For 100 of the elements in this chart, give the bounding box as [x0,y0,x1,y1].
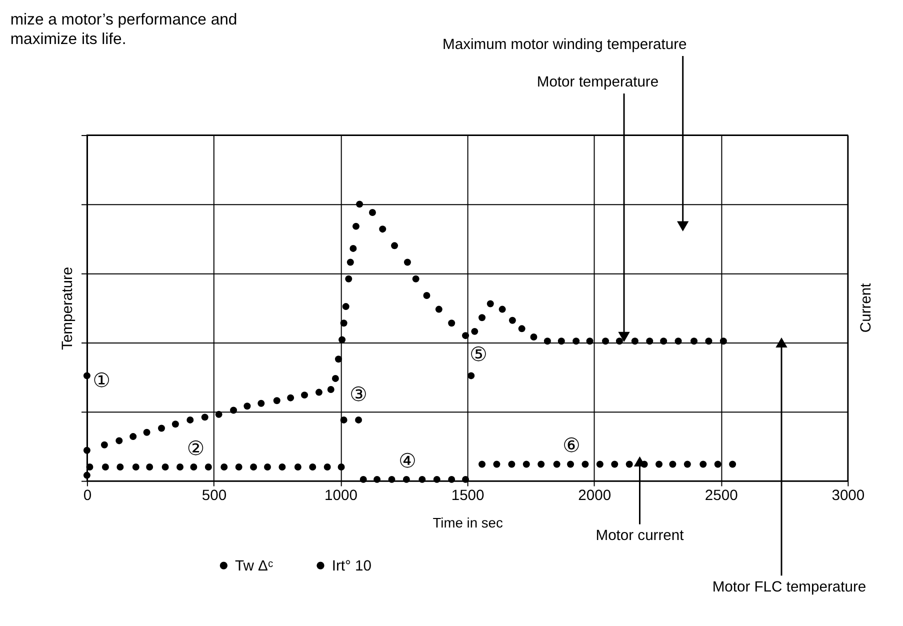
point [471,328,478,335]
point [340,320,348,327]
point [350,244,357,252]
annotation: ① [92,369,111,392]
annotation: ③ [350,382,368,406]
point [294,464,302,470]
point [278,464,286,470]
point [186,416,194,424]
point [346,258,354,266]
point [116,464,124,470]
point [132,464,140,470]
point [530,333,538,340]
point [656,460,663,468]
point [301,392,308,399]
x-tick-label: 3000 [832,488,865,504]
point [368,209,376,216]
point [258,400,265,407]
point [215,410,222,418]
point [493,460,500,468]
point [660,338,668,345]
point [315,388,322,396]
x-tick-label: 500 [202,488,227,504]
annotation: ⑤ [470,342,488,366]
y-axis-title: Temperature [60,266,76,350]
point [538,460,545,468]
point [332,374,339,382]
point [508,316,516,324]
point [544,338,551,345]
point [356,200,364,208]
point [204,464,212,470]
point [230,406,237,414]
point [273,397,280,404]
point [518,325,526,332]
annotation: ④ [398,449,416,472]
point [567,460,574,468]
legend-label: Tw Δᶜ [235,558,274,574]
point [201,414,208,421]
point [602,338,609,345]
point [631,338,638,345]
point [478,460,486,468]
point [324,464,331,470]
point [345,275,352,282]
point [423,292,430,299]
point [338,464,345,470]
point [244,402,251,410]
point [611,460,618,468]
point [522,460,530,468]
point [352,222,360,230]
point [553,460,560,468]
chart-title: mize a motor’s performance and maximize its life. [10,11,238,48]
point [176,464,184,470]
point [508,460,516,468]
point [404,258,411,266]
point [355,416,362,424]
point [646,338,654,345]
point [462,332,470,340]
point [158,424,165,432]
legend-label: Irt° 10 [332,558,372,574]
point [435,306,442,313]
point [486,300,494,308]
point [235,464,242,470]
point [250,464,258,470]
annotation: Maximum motor winding temperature [442,37,687,54]
point [448,320,456,327]
point [498,306,506,313]
x-axis-title: Time in sec [432,514,503,531]
point [309,464,316,470]
point [705,338,712,345]
point [478,314,486,322]
point [558,338,565,345]
x-tick-label: 2500 [704,488,738,504]
point [102,464,109,470]
point [264,464,271,470]
point [690,338,698,345]
point [162,464,169,470]
annotation: Motor FLC temperature [712,579,866,596]
x-tick-label: 2000 [578,488,612,504]
point [391,242,398,250]
point [720,338,727,345]
point [327,386,334,394]
point [379,226,386,233]
point [338,336,346,344]
point [116,437,123,444]
point [669,460,676,468]
point [596,460,604,468]
point [586,338,594,345]
point [340,416,348,424]
point [626,460,633,468]
point [412,275,420,282]
point [190,464,198,470]
point [468,372,475,380]
y2-axis-title: Current [858,283,874,333]
point [572,338,580,345]
annotation: Motor current [596,528,684,544]
point [100,441,108,448]
point [143,428,150,436]
point [674,338,682,345]
point [342,303,350,310]
point [714,460,722,468]
point [334,356,342,363]
